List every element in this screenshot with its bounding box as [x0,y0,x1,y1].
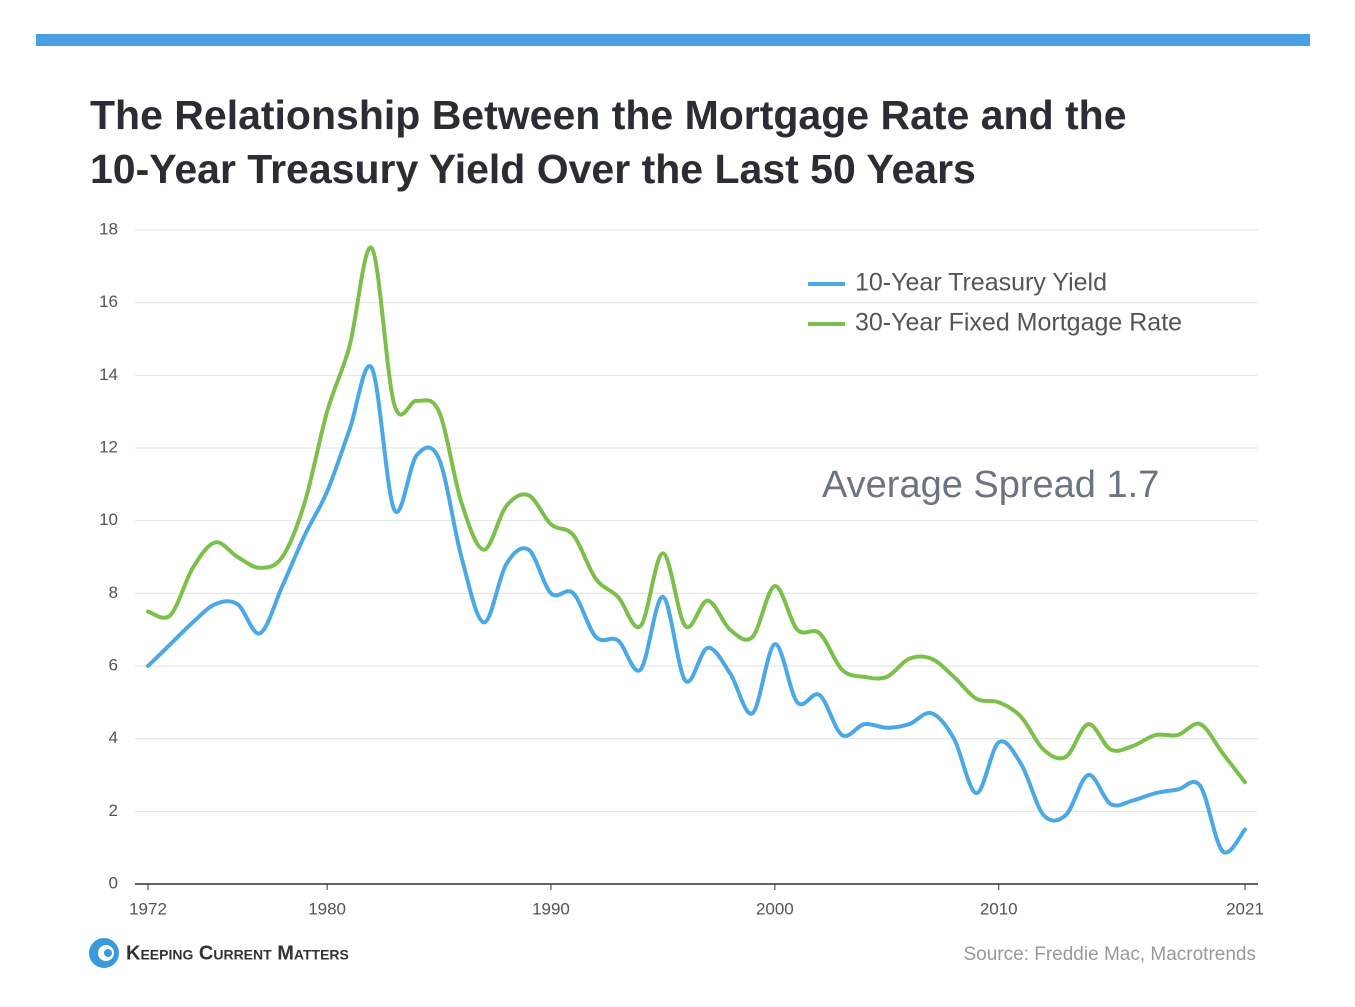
y-tick-label: 2 [109,801,118,820]
chart-title: The Relationship Between the Mortgage Ra… [90,92,1127,138]
y-tick-label: 10 [99,510,118,529]
x-tick-label: 2000 [756,899,794,918]
y-tick-label: 12 [99,437,118,456]
annotation: Average Spread 1.7 [822,464,1159,506]
y-tick-label: 14 [99,365,118,384]
series-line [146,245,1247,785]
legend-label: 10-Year Treasury Yield [855,269,1107,297]
top-bar [36,34,1310,46]
y-tick-label: 8 [109,583,118,602]
y-tick-label: 0 [109,873,118,892]
x-tick-label: 2021 [1226,899,1264,918]
logo-icon-dot [104,949,112,957]
legend-label: 30-Year Fixed Mortgage Rate [855,309,1182,337]
brand: Keeping Current Matters [126,942,349,964]
y-tick-label: 4 [109,728,118,747]
y-tick-label: 6 [109,655,118,674]
source: Source: Freddie Mac, Macrotrends [963,944,1256,965]
y-tick-label: 16 [99,292,118,311]
x-tick-label: 1990 [532,899,570,918]
x-tick-label: 1972 [129,899,167,918]
logo: Keeping Current Matters [89,938,349,968]
series-line [146,364,1247,855]
x-tick-label: 1980 [308,899,346,918]
y-tick-label: 18 [99,219,118,238]
x-tick-label: 2010 [980,899,1018,918]
chart-subtitle: 10-Year Treasury Yield Over the Last 50 … [90,146,976,192]
